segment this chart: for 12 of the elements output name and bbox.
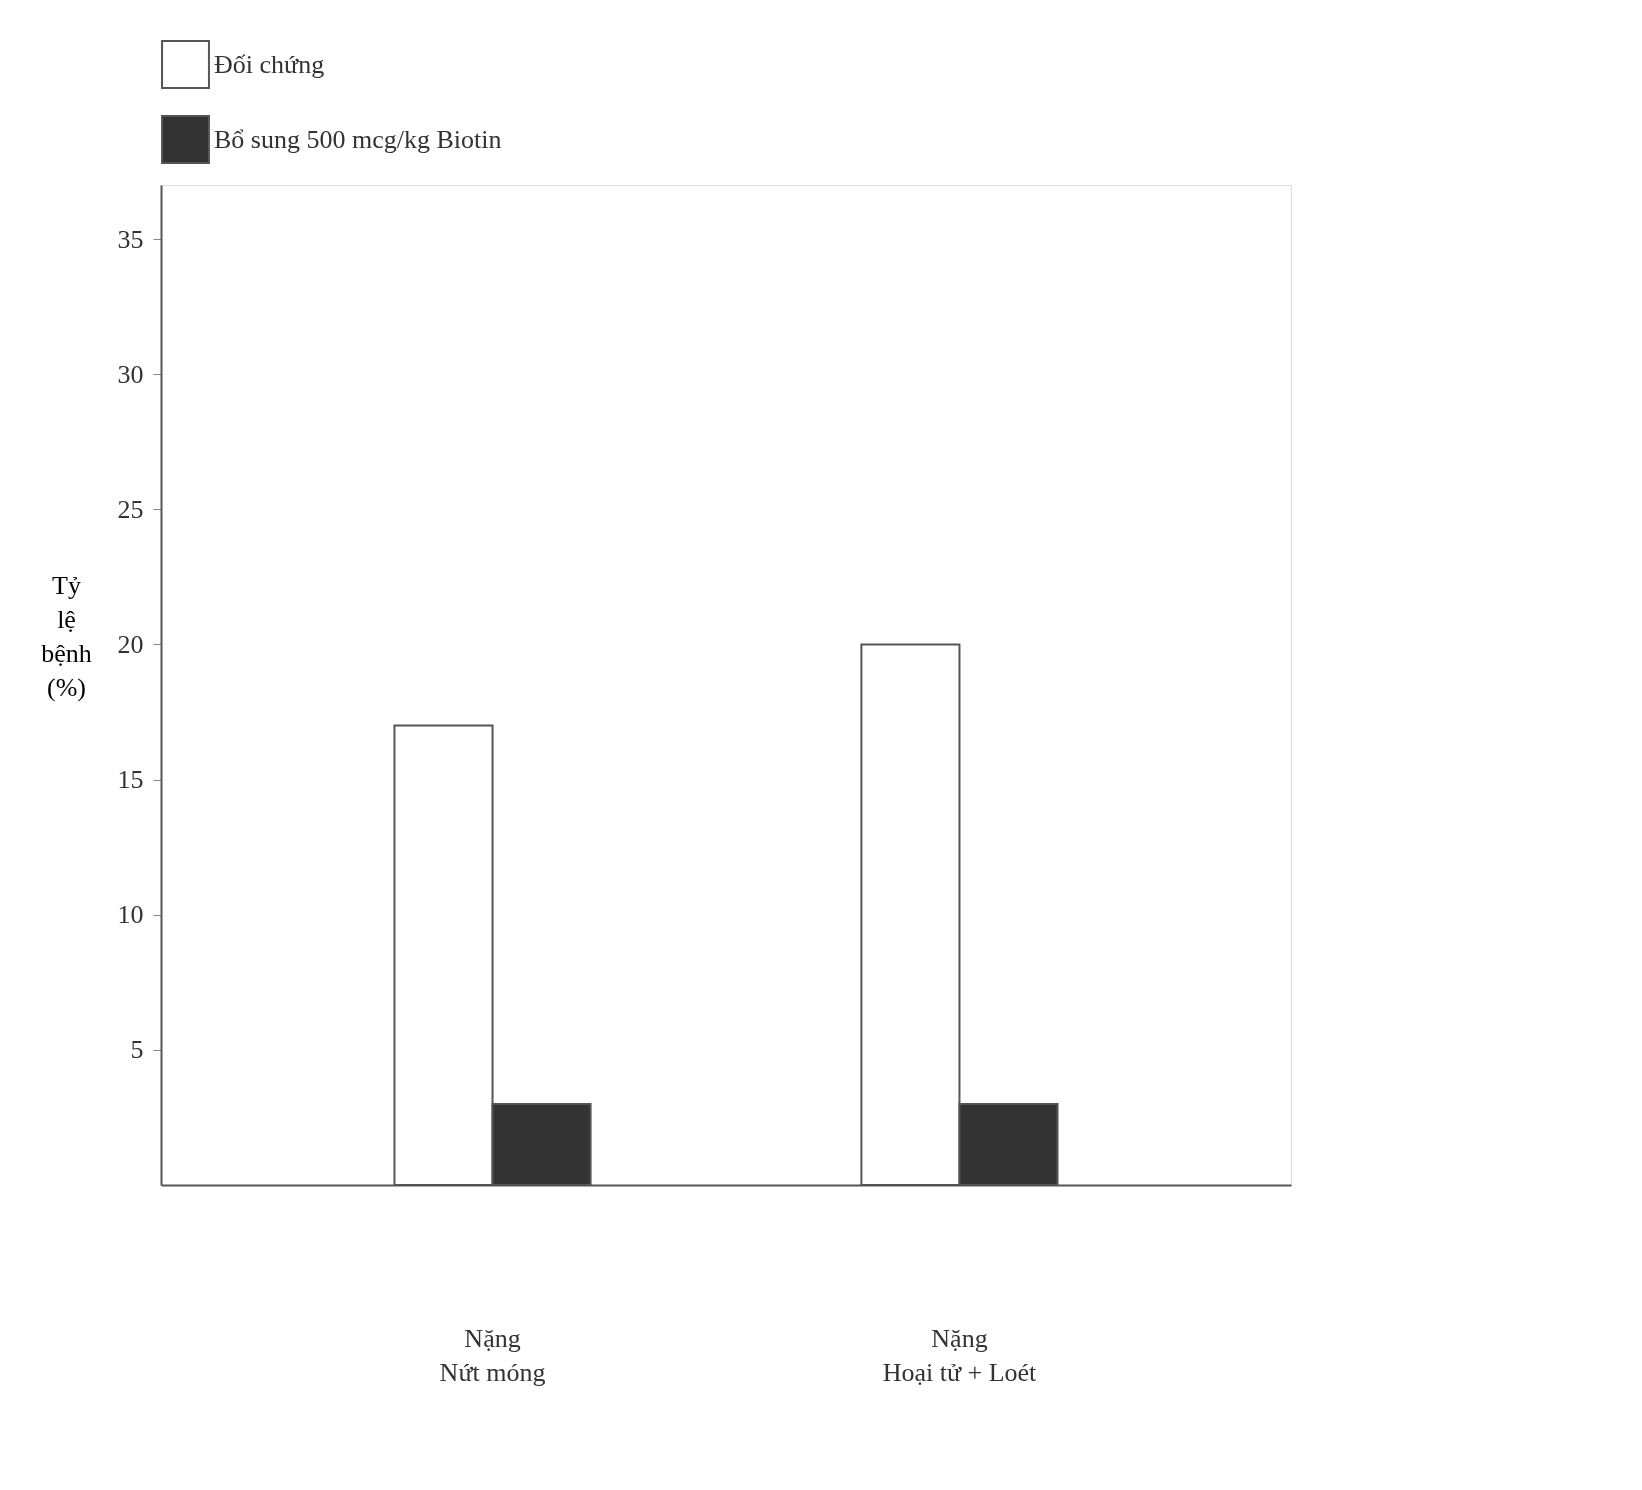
y-tick-label: 35	[117, 224, 144, 254]
x-tick-label: Nặng Nứt móng	[439, 1323, 546, 1387]
y-tick-label: 25	[117, 494, 144, 524]
y-axis-title: Tỷ lệ bệnh (%)	[41, 570, 92, 702]
y-tick-label: 30	[117, 359, 144, 389]
y-tick-label: 10	[117, 900, 144, 930]
legend-label: Đối chứng	[214, 49, 325, 79]
y-tick-label: 5	[130, 1035, 144, 1065]
y-tick-label: 20	[117, 629, 144, 659]
legend-label: Bổ sung 500 mcg/kg Biotin	[214, 124, 502, 154]
y-tick-label: 15	[117, 765, 144, 795]
x-tick-label: Nặng Hoại tử + Loét	[882, 1323, 1038, 1387]
